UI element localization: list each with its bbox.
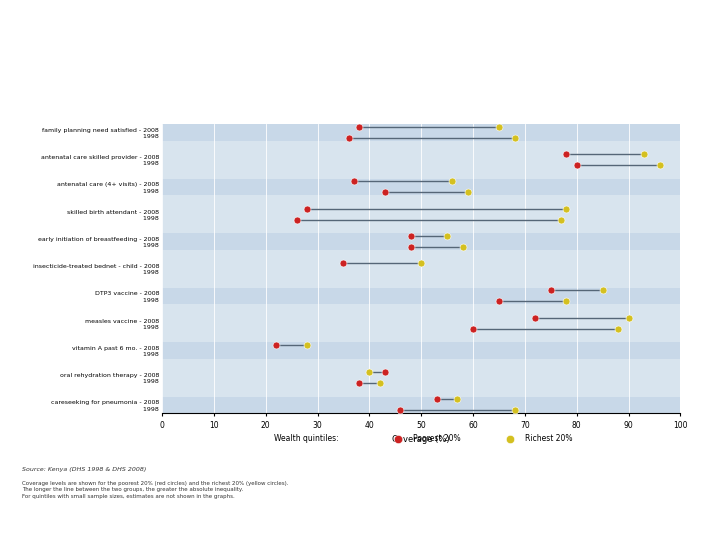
Text: Wealth quintiles:: Wealth quintiles: — [274, 434, 339, 443]
Text: Poorest 20%: Poorest 20% — [413, 434, 460, 443]
Text: Source: Kenya (DHS 1998 & DHS 2008): Source: Kenya (DHS 1998 & DHS 2008) — [22, 467, 146, 472]
X-axis label: Coverage (%): Coverage (%) — [392, 435, 450, 444]
Bar — [162, 315, 680, 332]
Bar — [162, 151, 680, 168]
Text: Coverage levels in poorest and richest
quintiles: Coverage levels in poorest and richest q… — [103, 27, 617, 81]
Bar — [162, 124, 680, 140]
Bar — [162, 260, 680, 277]
Bar — [162, 342, 680, 359]
Bar — [162, 233, 680, 249]
Bar — [162, 369, 680, 386]
Bar — [162, 206, 680, 222]
Bar — [162, 288, 680, 304]
Bar — [162, 179, 680, 195]
Text: Richest 20%: Richest 20% — [525, 434, 572, 443]
Text: Coverage levels are shown for the poorest 20% (red circles) and the richest 20% : Coverage levels are shown for the poores… — [22, 481, 288, 499]
Bar — [162, 397, 680, 413]
